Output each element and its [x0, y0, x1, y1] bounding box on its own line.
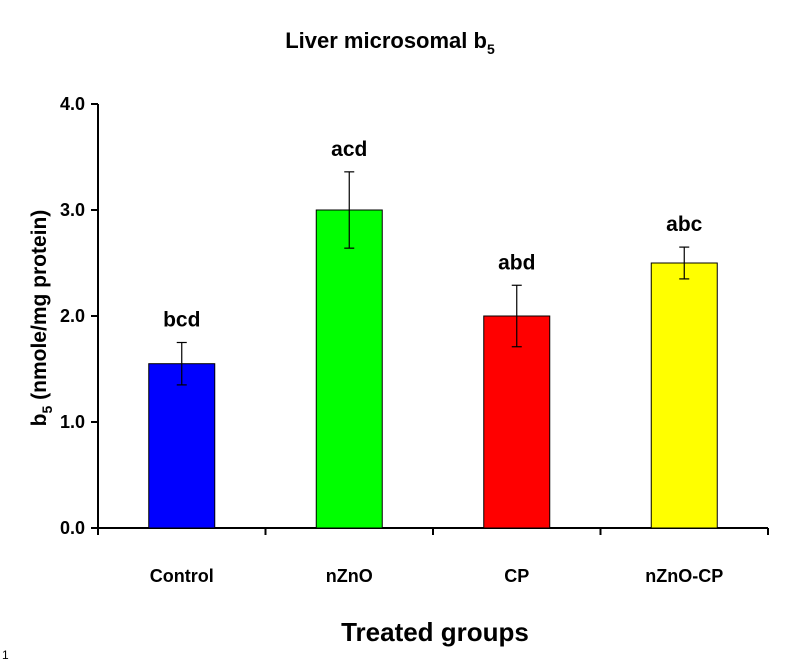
x-axis-label: Treated groups [341, 617, 529, 647]
y-tick-label: 2.0 [60, 306, 85, 326]
bar [650, 262, 718, 529]
bar-label: abc [666, 213, 703, 236]
x-tick-label: Control [150, 566, 214, 586]
x-tick-label: CP [504, 566, 529, 586]
bar [315, 209, 383, 529]
corner-mark: 1 [2, 648, 9, 662]
y-axis-label: b5 (nmole/mg protein) [28, 210, 55, 427]
x-tick-label: nZnO-CP [645, 566, 723, 586]
chart-title: Liver microsomal b5 [285, 28, 495, 57]
bar-label: abd [498, 251, 535, 274]
y-tick-label: 3.0 [60, 200, 85, 220]
y-tick-label: 1.0 [60, 412, 85, 432]
y-tick-label: 4.0 [60, 94, 85, 114]
bar-label: acd [331, 138, 367, 161]
y-tick-label: 0.0 [60, 518, 85, 538]
plot-area: 0.0 1.0 2.0 3.0 4.0 bcd Control acd nZnO abd CP abc… [60, 94, 769, 586]
x-tick-label: nZnO [326, 566, 373, 586]
bar [483, 315, 551, 529]
bar-label: bcd [163, 309, 200, 332]
bar [148, 363, 216, 529]
